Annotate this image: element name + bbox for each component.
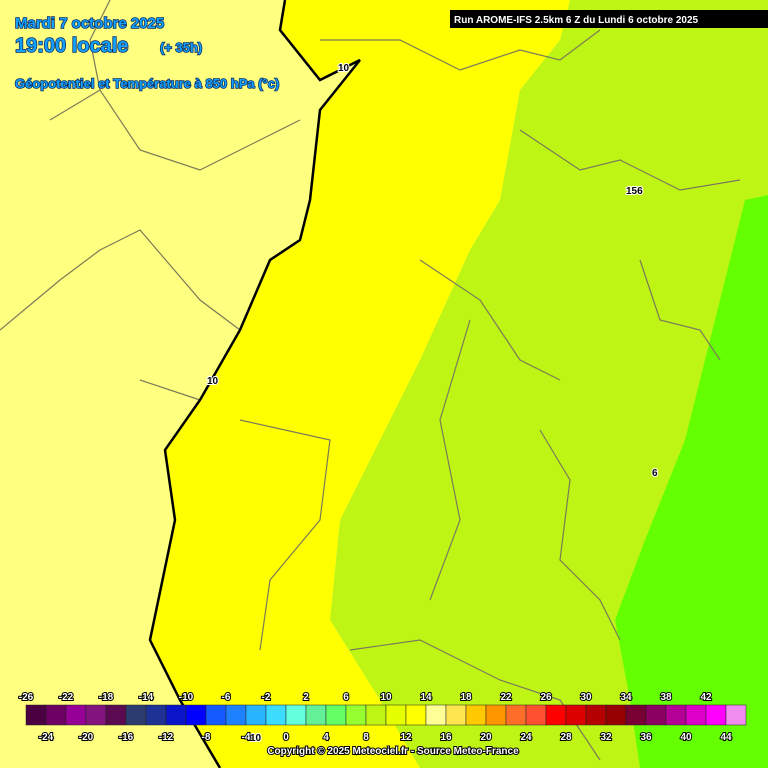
legend-swatch	[625, 704, 647, 726]
date: Mardi 7 octobre 2025	[15, 15, 164, 32]
legend-swatch	[605, 704, 627, 726]
copyright: Copyright © 2025 Meteociel.fr - Source M…	[267, 746, 519, 757]
legend-label: 20	[480, 732, 492, 743]
legend-label: 34	[620, 692, 632, 703]
legend-label: 38	[660, 692, 672, 703]
legend-swatch	[305, 704, 327, 726]
legend-label: -12	[159, 732, 174, 743]
legend-label: -20	[79, 732, 94, 743]
legend-swatch	[285, 704, 307, 726]
legend-swatch	[525, 704, 547, 726]
legend-swatch	[145, 704, 167, 726]
legend-label: 32	[600, 732, 612, 743]
legend-swatch	[365, 704, 387, 726]
legend-swatch	[725, 704, 747, 726]
borders	[0, 0, 741, 761]
zone-green	[615, 195, 768, 768]
contour-line	[148, 0, 361, 769]
legend-label: -6	[222, 692, 231, 703]
contour-label: 6	[652, 468, 658, 479]
legend-swatch	[405, 704, 427, 726]
zone-yellow	[150, 0, 570, 768]
run-box	[450, 10, 768, 28]
legend-label: 10	[380, 692, 392, 703]
legend-label: 22	[500, 692, 512, 703]
legend-swatch	[25, 704, 47, 726]
legend-label: -14	[139, 692, 154, 703]
legend-label: -18	[99, 692, 114, 703]
legend-label: -2	[262, 692, 271, 703]
legend-swatch	[665, 704, 687, 726]
legend-swatch	[585, 704, 607, 726]
legend-label: -4	[242, 732, 251, 743]
legend-swatch	[545, 704, 567, 726]
run: Run AROME-IFS 2.5km 6 Z du Lundi 6 octob…	[454, 15, 699, 26]
legend-swatch	[65, 704, 87, 726]
legend-label: 18	[460, 692, 472, 703]
legend-label: 26	[540, 692, 552, 703]
legend-swatch	[465, 704, 487, 726]
legend-label: -16	[119, 732, 134, 743]
legend-label: 44	[720, 732, 732, 743]
legend-label: -26	[19, 692, 34, 703]
legend-label: 0	[283, 732, 289, 743]
legend-swatch	[85, 704, 107, 726]
legend-swatch	[505, 704, 527, 726]
legend-swatch	[705, 704, 727, 726]
legend-swatch	[185, 704, 207, 726]
legend-label: 12	[400, 732, 412, 743]
field: Géopotentiel et Température à 850 hPa (°…	[15, 76, 279, 91]
legend-label: 14	[420, 692, 432, 703]
legend-swatch	[225, 704, 247, 726]
legend-label: 42	[700, 692, 712, 703]
legend-label: 40	[680, 732, 692, 743]
legend-swatch	[125, 704, 147, 726]
legend-swatch	[345, 704, 367, 726]
legend-swatch	[45, 704, 67, 726]
legend-label: -10	[179, 692, 194, 703]
legend-swatch	[265, 704, 287, 726]
legend-swatch	[425, 704, 447, 726]
legend-label: -22	[59, 692, 74, 703]
contour-label: 10	[250, 733, 262, 744]
legend-label: 24	[520, 732, 532, 743]
legend-swatch	[685, 704, 707, 726]
legend-label: 8	[363, 732, 369, 743]
contour-label: 156	[626, 186, 643, 197]
lead: (+ 35h)	[160, 40, 202, 55]
legend-label: 28	[560, 732, 572, 743]
legend-swatch	[485, 704, 507, 726]
legend-swatch	[645, 704, 667, 726]
legend-label: 30	[580, 692, 592, 703]
legend-swatch	[445, 704, 467, 726]
legend-swatch	[325, 704, 347, 726]
legend-label: -24	[39, 732, 54, 743]
legend-label: 16	[440, 732, 452, 743]
contour-label: 10	[338, 63, 350, 74]
legend-swatch	[245, 704, 267, 726]
legend-swatch	[165, 704, 187, 726]
legend-label: 4	[323, 732, 329, 743]
legend-label: 2	[303, 692, 309, 703]
legend-swatch	[385, 704, 407, 726]
time: 19:00 locale	[15, 35, 128, 57]
legend-label: -8	[202, 732, 211, 743]
contour-label: 10	[207, 376, 219, 387]
legend-label: 36	[640, 732, 652, 743]
legend-label: 6	[343, 692, 349, 703]
legend-swatch	[565, 704, 587, 726]
legend-swatch	[205, 704, 227, 726]
legend-swatch	[105, 704, 127, 726]
